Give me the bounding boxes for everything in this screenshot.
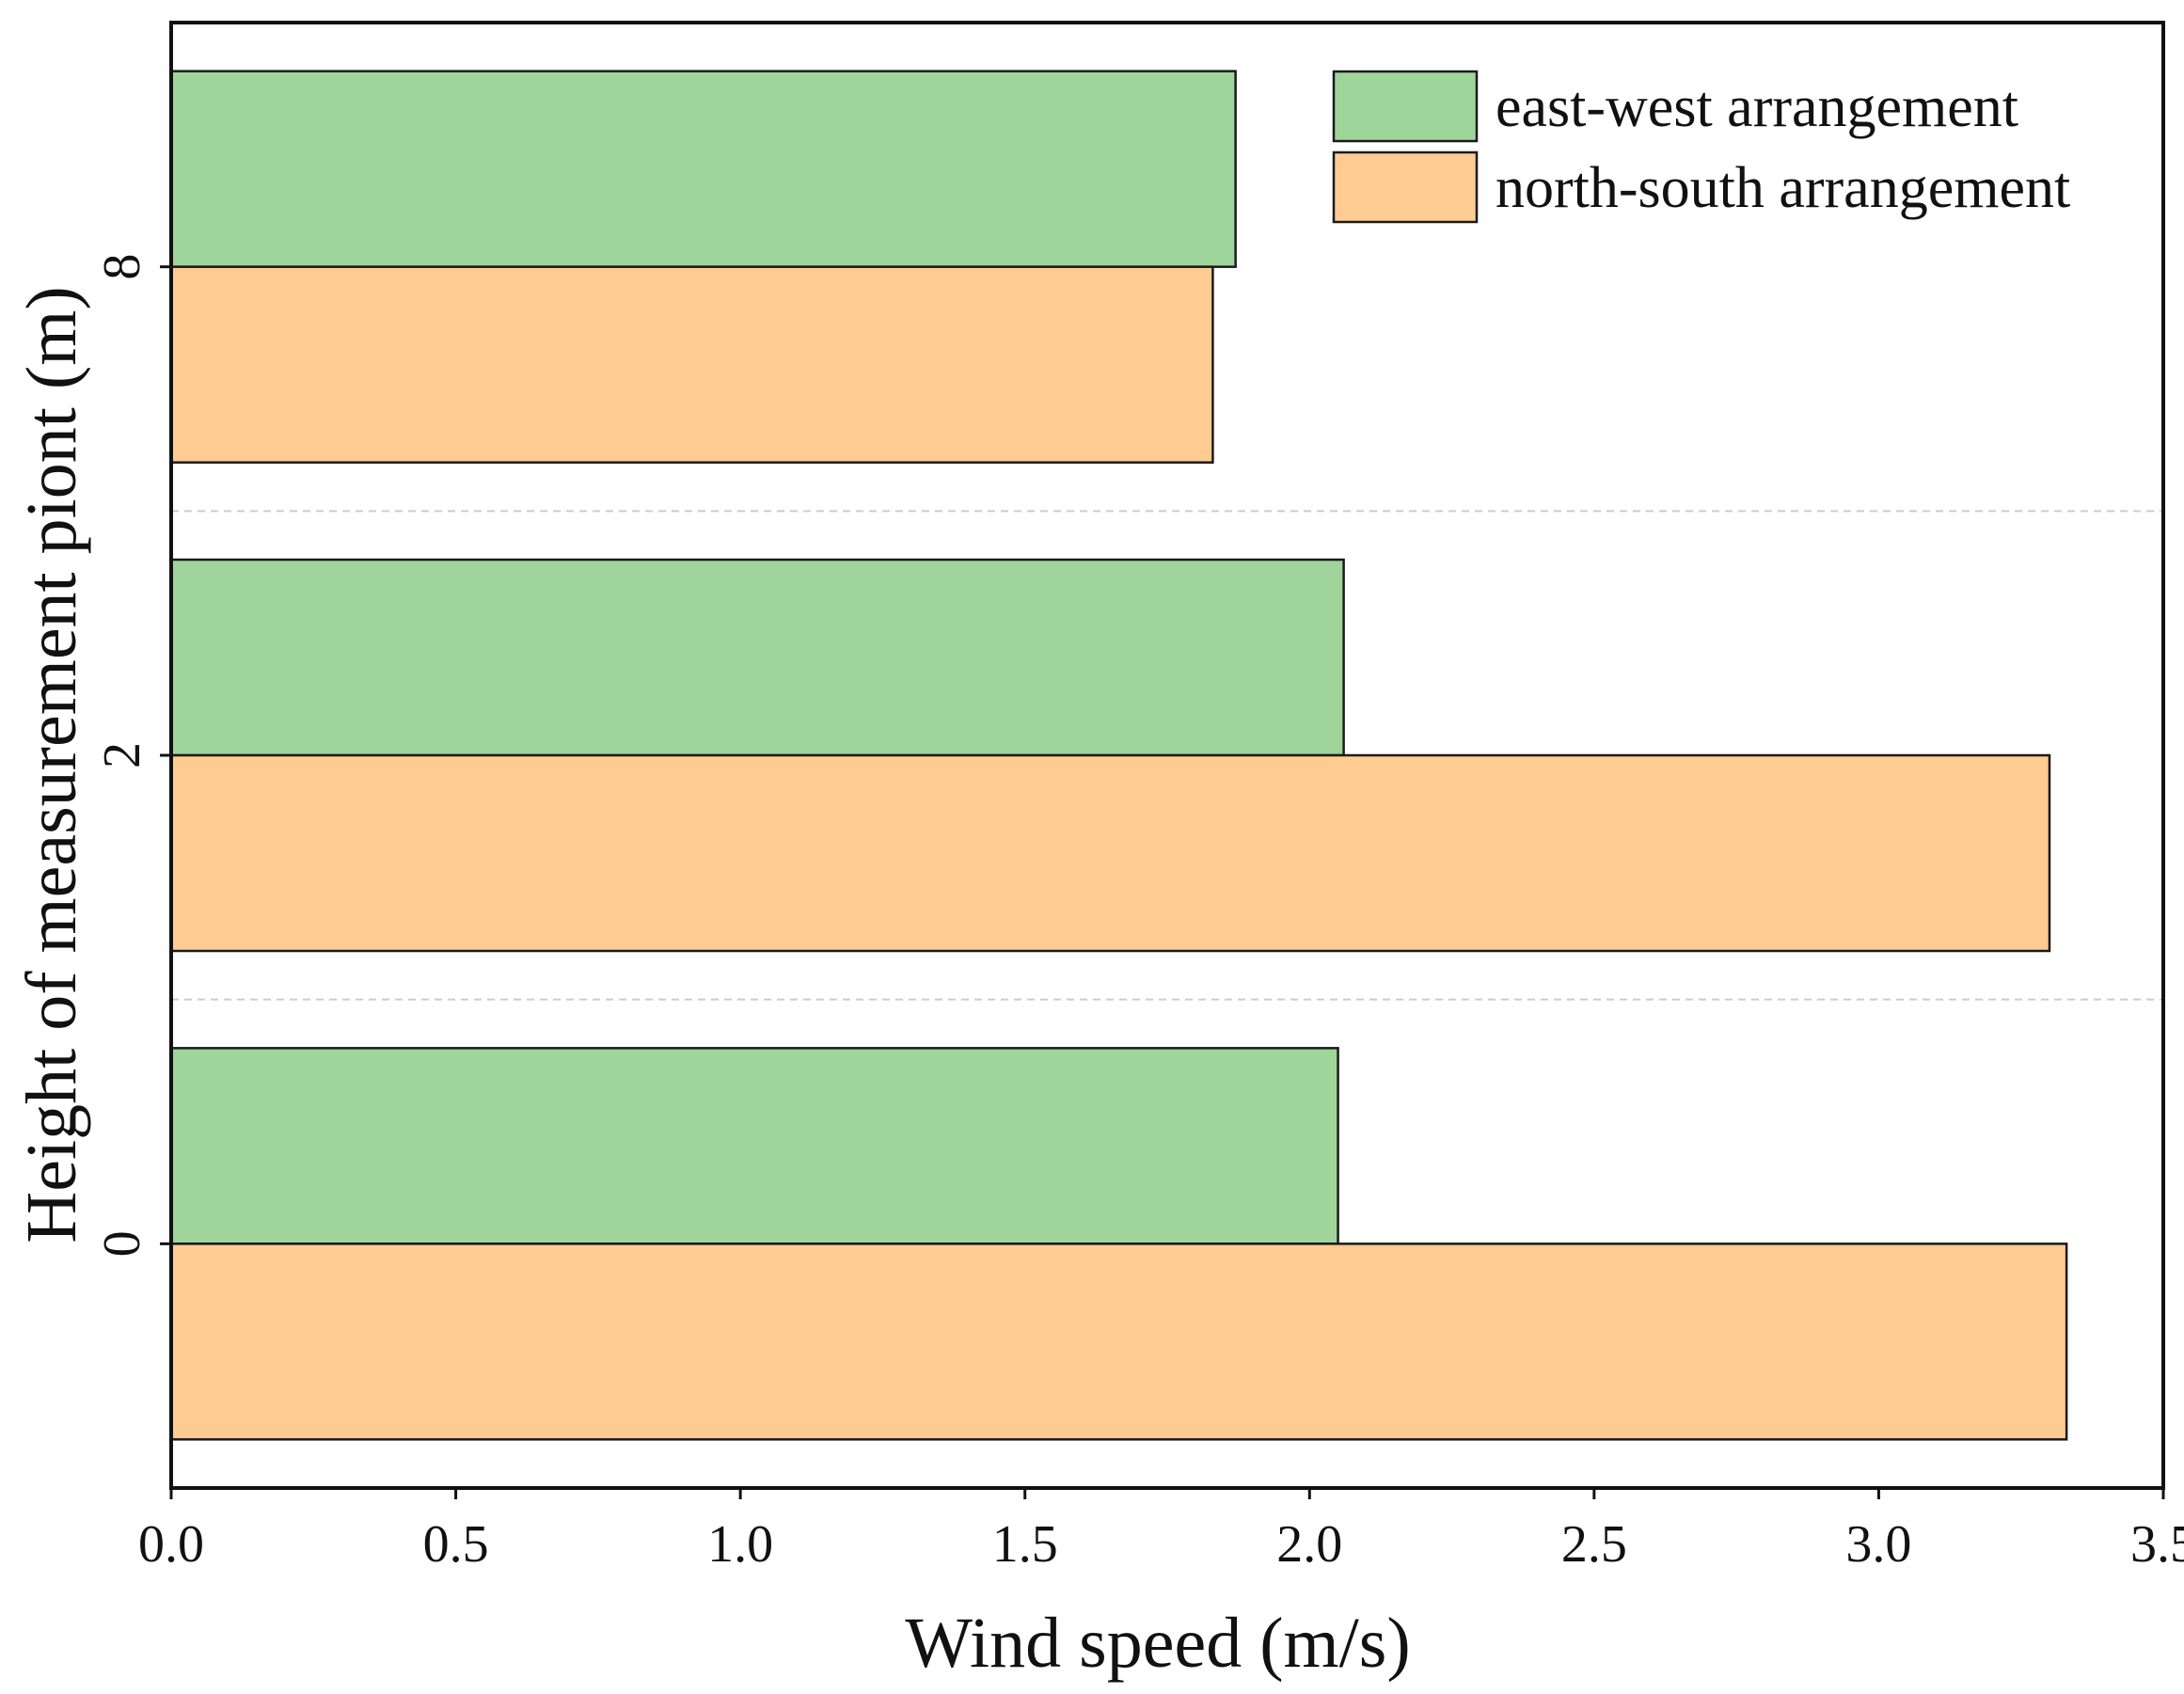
bar-east-8m <box>169 70 1237 268</box>
y-tick-label: 2 <box>93 742 151 768</box>
y-tick-label: 8 <box>93 254 151 280</box>
legend-swatch-east <box>1332 70 1479 143</box>
legend-swatch-north <box>1332 150 1479 224</box>
y-tick-label: 0 <box>93 1230 151 1257</box>
x-tick-label: 3.5 <box>2130 1515 2184 1574</box>
x-axis-ticks: 0.0 0.5 1.0 1.5 2.0 2.5 3.0 3.5 <box>138 1488 2184 1574</box>
bar-north-2m <box>169 753 2051 953</box>
x-tick-label: 2.5 <box>1561 1515 1627 1574</box>
bars-group <box>169 70 2068 1441</box>
category-separators <box>171 510 2163 1001</box>
x-tick-label: 3.0 <box>1845 1515 1911 1574</box>
legend: east-west arrangement north-south arrange… <box>1332 70 2070 224</box>
bar-east-2m <box>169 558 1345 757</box>
bar-north-8m <box>169 265 1214 464</box>
bar-east-0m <box>169 1047 1339 1245</box>
y-axis-title: Height of measurement piont (m) <box>12 286 91 1243</box>
legend-label-north: north-south arrangement <box>1496 156 2070 220</box>
x-tick-label: 2.0 <box>1276 1515 1342 1574</box>
x-tick-label: 1.0 <box>707 1515 773 1574</box>
x-axis-title: Wind speed (m/s) <box>905 1604 1410 1683</box>
legend-label-east: east-west arrangement <box>1496 75 2018 139</box>
bar-north-0m <box>169 1243 2068 1441</box>
x-tick-label: 1.5 <box>992 1515 1058 1574</box>
x-tick-label: 0.0 <box>138 1515 204 1574</box>
y-axis-ticks: 0 2 8 <box>93 254 171 1257</box>
x-tick-label: 0.5 <box>423 1515 489 1574</box>
